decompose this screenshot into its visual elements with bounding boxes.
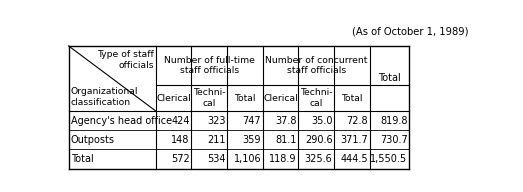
Text: 37.8: 37.8 — [275, 116, 297, 126]
Text: Total: Total — [71, 154, 94, 164]
Text: Techni-
cal: Techni- cal — [193, 88, 225, 108]
Text: 323: 323 — [207, 116, 225, 126]
Text: Techni-
cal: Techni- cal — [300, 88, 333, 108]
Text: 534: 534 — [207, 154, 225, 164]
Text: 1,106: 1,106 — [234, 154, 261, 164]
Text: Outposts: Outposts — [71, 135, 115, 145]
Text: 211: 211 — [207, 135, 225, 145]
Text: Total: Total — [341, 94, 362, 103]
Text: 118.9: 118.9 — [269, 154, 297, 164]
Text: 81.1: 81.1 — [276, 135, 297, 145]
Text: 424: 424 — [172, 116, 190, 126]
Text: 730.7: 730.7 — [380, 135, 407, 145]
Text: Number of full-time
staff officials: Number of full-time staff officials — [164, 56, 255, 75]
Text: 359: 359 — [243, 135, 261, 145]
Text: 371.7: 371.7 — [340, 135, 368, 145]
Text: 747: 747 — [243, 116, 261, 126]
Text: 819.8: 819.8 — [380, 116, 407, 126]
Text: 148: 148 — [172, 135, 190, 145]
Text: Type of staff
officials: Type of staff officials — [97, 50, 154, 70]
Text: 35.0: 35.0 — [311, 116, 333, 126]
Text: 1,550.5: 1,550.5 — [370, 154, 407, 164]
Text: Total: Total — [234, 94, 256, 103]
Text: 444.5: 444.5 — [340, 154, 368, 164]
Text: Clerical: Clerical — [263, 94, 298, 103]
Text: Total: Total — [378, 74, 401, 84]
Text: 72.8: 72.8 — [347, 116, 368, 126]
Text: Organizational
classification: Organizational classification — [70, 87, 138, 107]
Text: (As of October 1, 1989): (As of October 1, 1989) — [352, 27, 469, 37]
Text: 290.6: 290.6 — [305, 135, 333, 145]
Text: 325.6: 325.6 — [305, 154, 333, 164]
Text: 572: 572 — [171, 154, 190, 164]
Text: Clerical: Clerical — [156, 94, 191, 103]
Text: Number of concurrent
staff officials: Number of concurrent staff officials — [265, 56, 368, 75]
Text: Agency's head office: Agency's head office — [71, 116, 172, 126]
